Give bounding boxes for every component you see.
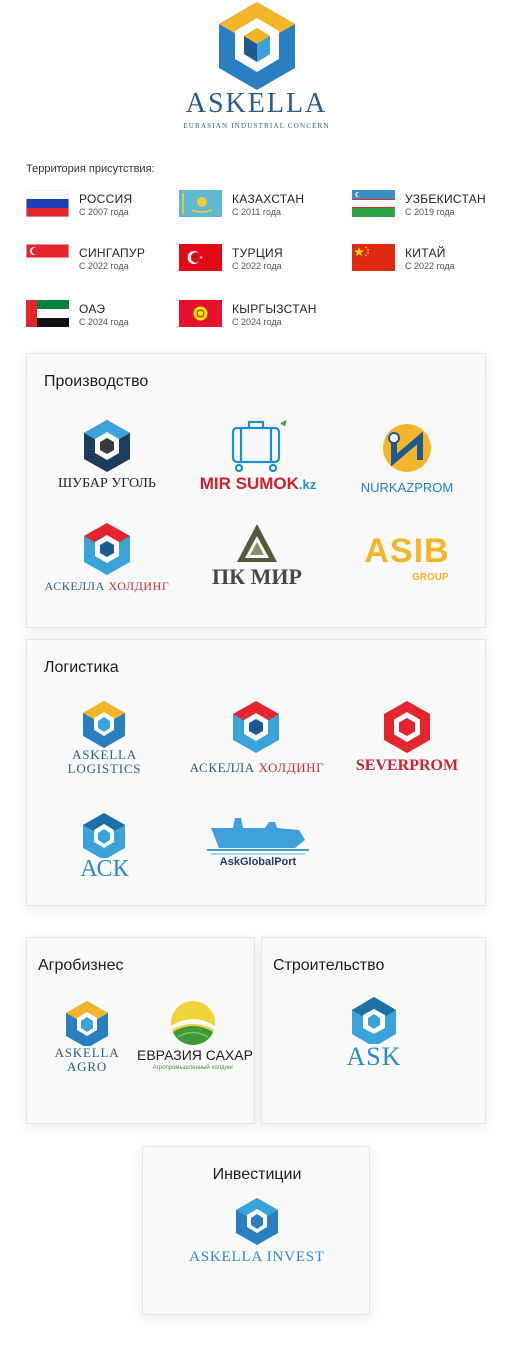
askella-logistics-logo[interactable]: ASKELLA LOGISTICS: [52, 700, 157, 780]
country-name: УЗБЕКИСТАН: [405, 192, 486, 206]
country-turkey: ТУРЦИЯ С 2022 года: [179, 244, 329, 276]
country-uzbekistan: УЗБЕКИСТАН С 2019 года: [352, 190, 502, 222]
nurkazprom-text: NURKAZPROM: [360, 480, 454, 495]
china-flag-icon: [352, 244, 395, 271]
country-since: С 2022 года: [79, 261, 129, 271]
uzbekistan-flag-icon: [352, 190, 395, 217]
ack-logo[interactable]: АСК: [62, 810, 147, 890]
uae-flag-icon: [26, 300, 69, 327]
country-since: С 2022 года: [232, 261, 282, 271]
askella-holding-text: АСКЕЛЛА ХОЛДИНГ: [44, 579, 170, 593]
territory-title: Территория присутствия:: [26, 163, 155, 175]
nurkazprom-logo[interactable]: NURKAZPROM: [352, 424, 462, 496]
ack-text: АСК: [80, 856, 129, 882]
brand-tagline: EURASIAN INDUSTRIAL CONCERN: [183, 122, 330, 130]
ask-text: ASK: [346, 1042, 402, 1071]
askella-agro-logo[interactable]: ASKELLA AGRO: [45, 998, 129, 1078]
severprom-logo[interactable]: SEVERPROM: [349, 700, 465, 780]
askella-agro-text: ASKELLA AGRO: [54, 1045, 120, 1074]
singapore-flag-icon: [26, 244, 69, 271]
brand-name: ASKELLA: [185, 88, 328, 119]
country-uae: ОАЭ С 2024 года: [26, 300, 166, 332]
agro-title: Агробизнес: [38, 957, 124, 974]
country-since: С 2022 года: [405, 261, 455, 271]
severprom-text: SEVERPROM: [355, 757, 459, 774]
turkey-flag-icon: [179, 244, 222, 271]
country-name: КЫРГЫЗСТАН: [232, 302, 317, 316]
askglobalport-text: AskGlobalPort: [219, 856, 297, 868]
evraziya-sahar-logo[interactable]: ЕВРАЗИЯ САХАР Агропромышленный холдинг: [137, 1000, 253, 1078]
logistics-card: Логистика ASKELLA LOGISTICS АСКЕЛЛА ХОЛДИ…: [26, 639, 486, 906]
investment-title: Инвестиции: [212, 1166, 302, 1183]
agro-card: Агробизнес ASKELLA AGRO ЕВРАЗИЯ САХАР Агр…: [26, 937, 255, 1124]
country-name: РОССИЯ: [79, 192, 133, 206]
country-name: ТУРЦИЯ: [232, 246, 283, 260]
page-header: ASKELLA EURASIAN INDUSTRIAL CONCERN: [0, 0, 513, 140]
mir-sumok-text: MIR SUMOK.kz: [199, 474, 317, 493]
country-singapore: СИНГАПУР С 2022 года: [26, 244, 166, 276]
shubar-ugol-text: ШУБАР УГОЛЬ: [58, 476, 156, 491]
askella-holding-logo[interactable]: АСКЕЛЛА ХОЛДИНГ: [42, 522, 172, 598]
askglobalport-logo[interactable]: AskGlobalPort: [205, 812, 311, 882]
country-china: КИТАЙ С 2022 года: [352, 244, 502, 276]
asib-group-logo[interactable]: ASIB GROUP: [352, 532, 462, 592]
country-since: С 2007 года: [79, 207, 129, 217]
askella-holding-text: АСКЕЛЛА ХОЛДИНГ: [189, 760, 325, 775]
logistics-title: Логистика: [44, 659, 119, 676]
country-name: СИНГАПУР: [79, 246, 146, 260]
construction-card: Строительство ASK: [261, 937, 486, 1124]
ask-construction-logo[interactable]: ASK: [324, 994, 424, 1074]
production-title: Производство: [44, 373, 149, 390]
evraziya-sahar-text: ЕВРАЗИЯ САХАР: [137, 1047, 253, 1063]
askella-invest-text: ASKELLA INVEST: [189, 1249, 325, 1265]
askella-invest-logo[interactable]: ASKELLA INVEST: [177, 1197, 337, 1271]
country-since: С 2019 года: [405, 207, 455, 217]
evraziya-sahar-subtitle: Агропромышленный холдинг: [152, 1065, 234, 1071]
asib-group-text: GROUP: [412, 572, 449, 583]
shubar-ugol-logo[interactable]: ШУБАР УГОЛЬ: [52, 416, 162, 496]
askella-logo-icon: [216, 0, 298, 92]
kazakhstan-flag-icon: [179, 190, 222, 217]
mir-sumok-logo[interactable]: MIR SUMOK.kz: [193, 416, 323, 496]
country-name: КИТАЙ: [405, 246, 446, 260]
investment-card: Инвестиции ASKELLA INVEST: [142, 1146, 370, 1315]
country-kyrgyzstan: КЫРГЫЗСТАН С 2024 года: [179, 300, 339, 332]
country-name: КАЗАХСТАН: [232, 192, 305, 206]
askella-holding-logistics-logo[interactable]: АСКЕЛЛА ХОЛДИНГ: [189, 700, 325, 780]
askella-logistics-text: ASKELLA LOGISTICS: [67, 747, 142, 776]
pk-mir-logo[interactable]: ПК МИР: [197, 522, 317, 598]
country-name: ОАЭ: [79, 302, 106, 316]
country-russia: РОССИЯ С 2007 года: [26, 190, 166, 222]
country-kazakhstan: КАЗАХСТАН С 2011 года: [179, 190, 329, 222]
pk-mir-text: ПК МИР: [212, 564, 302, 589]
asib-text: ASIB: [364, 532, 450, 570]
country-since: С 2024 года: [79, 317, 129, 327]
russia-flag-icon: [26, 190, 69, 217]
country-since: С 2011 года: [232, 207, 282, 217]
country-since: С 2024 года: [232, 317, 282, 327]
production-card: Производство ШУБАР УГОЛЬ MIR: [26, 353, 486, 628]
kyrgyzstan-flag-icon: [179, 300, 222, 327]
construction-title: Строительство: [273, 957, 385, 974]
